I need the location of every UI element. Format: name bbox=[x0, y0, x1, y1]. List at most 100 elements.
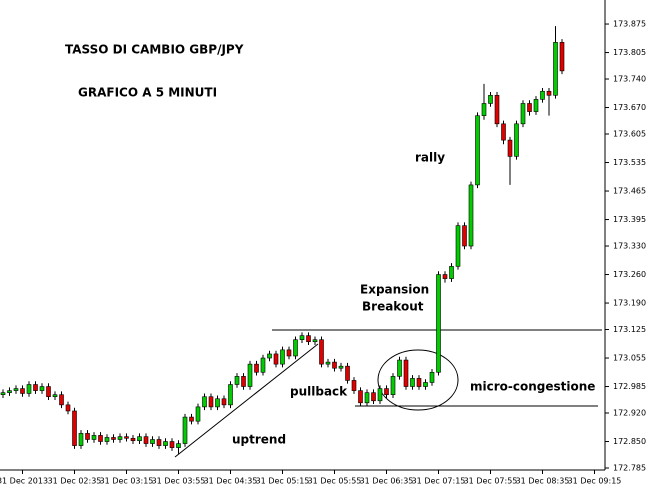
candle-body bbox=[546, 90, 552, 96]
candle-body bbox=[189, 416, 194, 422]
candle-body bbox=[247, 363, 253, 387]
candle-body bbox=[59, 394, 64, 406]
candle-body bbox=[423, 382, 428, 387]
candle-body bbox=[286, 349, 292, 357]
candle-body bbox=[390, 376, 396, 395]
candle-body bbox=[163, 441, 168, 446]
candle-body bbox=[455, 225, 461, 267]
candle-body bbox=[325, 361, 331, 365]
candle-body bbox=[273, 353, 279, 365]
candle-body bbox=[117, 436, 123, 440]
candle-body bbox=[345, 365, 350, 381]
candle-body bbox=[358, 390, 363, 404]
y-tick-label: 173.190 bbox=[613, 299, 646, 308]
candle-body bbox=[72, 410, 77, 446]
candle-body bbox=[78, 433, 84, 446]
candle-body bbox=[260, 357, 266, 373]
x-tick-label: 31 Dec 04:35 bbox=[204, 477, 258, 486]
candle-body bbox=[403, 359, 409, 387]
candle-body bbox=[85, 433, 90, 440]
candle-body bbox=[267, 353, 272, 359]
y-tick-label: 173.055 bbox=[613, 354, 646, 363]
candle-body bbox=[241, 376, 246, 387]
annotation: uptrend bbox=[232, 433, 286, 447]
candle-body bbox=[442, 274, 448, 279]
y-tick-label: 172.785 bbox=[613, 464, 646, 473]
x-tick-label: 31 Dec 2013 bbox=[0, 477, 48, 486]
candle-body bbox=[501, 123, 506, 141]
candle-body bbox=[319, 339, 324, 365]
candle-body bbox=[514, 123, 519, 157]
annotation: pullback bbox=[290, 385, 348, 399]
x-tick-label: 31 Dec 09:15 bbox=[568, 477, 622, 486]
candle-body bbox=[150, 439, 155, 444]
candle-body bbox=[527, 103, 532, 112]
y-tick-label: 172.985 bbox=[613, 382, 646, 391]
candle-body bbox=[215, 398, 220, 408]
y-tick-label: 173.605 bbox=[613, 130, 646, 139]
candle-body bbox=[111, 437, 116, 440]
y-tick-label: 173.125 bbox=[613, 325, 646, 334]
candle-body bbox=[104, 437, 110, 442]
candle-body bbox=[436, 274, 441, 373]
candle-body bbox=[208, 396, 214, 408]
candle-body bbox=[228, 384, 233, 406]
candle-body bbox=[371, 392, 376, 402]
candle-body bbox=[293, 339, 298, 357]
candle-body bbox=[462, 225, 467, 247]
candle-body bbox=[143, 436, 149, 444]
candle-body bbox=[449, 266, 454, 279]
annotation: Expansion bbox=[360, 283, 429, 297]
candle-body bbox=[559, 42, 565, 72]
y-tick-label: 173.260 bbox=[613, 270, 646, 279]
y-tick-label: 173.395 bbox=[613, 215, 646, 224]
x-tick-label: 31 Dec 03:15 bbox=[100, 477, 154, 486]
candle-body bbox=[33, 384, 38, 391]
candle-body bbox=[182, 416, 188, 444]
candle-body bbox=[332, 361, 337, 369]
candle-body bbox=[195, 406, 201, 422]
candle-body bbox=[488, 95, 493, 104]
candle-body bbox=[169, 441, 175, 448]
candle-body bbox=[234, 376, 240, 385]
trend-line bbox=[174, 343, 319, 458]
y-tick-label: 173.805 bbox=[613, 48, 646, 57]
candle-body bbox=[176, 443, 181, 448]
y-tick-label: 172.850 bbox=[613, 437, 646, 446]
candle-body bbox=[65, 404, 71, 412]
candle-body bbox=[39, 386, 45, 391]
x-tick-label: 31 Dec 05:15 bbox=[256, 477, 310, 486]
candle-body bbox=[13, 388, 19, 391]
candle-body bbox=[299, 335, 305, 340]
x-tick-label: 31 Dec 08:35 bbox=[516, 477, 570, 486]
candle-body bbox=[98, 435, 103, 442]
candle-body bbox=[130, 437, 136, 442]
chart-title: TASSO DI CAMBIO GBP/JPY bbox=[65, 43, 244, 57]
annotation: micro-congestione bbox=[470, 380, 595, 394]
candle-body bbox=[384, 388, 389, 395]
candle-body bbox=[137, 436, 142, 442]
chart-subtitle: GRAFICO A 5 MINUTI bbox=[78, 86, 217, 100]
y-tick-label: 173.740 bbox=[613, 75, 646, 84]
x-tick-label: 31 Dec 02:35 bbox=[48, 477, 102, 486]
candle-body bbox=[202, 396, 207, 408]
candle-body bbox=[52, 394, 58, 398]
x-tick-label: 31 Dec 03:55 bbox=[152, 477, 206, 486]
candle-body bbox=[338, 365, 344, 369]
candle-body bbox=[26, 384, 32, 394]
candle-body bbox=[468, 184, 474, 247]
candle-body bbox=[91, 435, 97, 440]
candle-body bbox=[351, 380, 357, 391]
y-tick-label: 172.920 bbox=[613, 409, 646, 418]
candle-body bbox=[553, 42, 558, 96]
candle-body bbox=[306, 335, 311, 343]
annotation: Breakout bbox=[362, 300, 424, 314]
candle-body bbox=[20, 388, 25, 394]
candle-body bbox=[221, 398, 227, 406]
candle-body bbox=[156, 439, 162, 446]
y-tick-label: 173.875 bbox=[613, 20, 646, 29]
candle-body bbox=[397, 359, 402, 377]
candle-body bbox=[475, 115, 480, 186]
